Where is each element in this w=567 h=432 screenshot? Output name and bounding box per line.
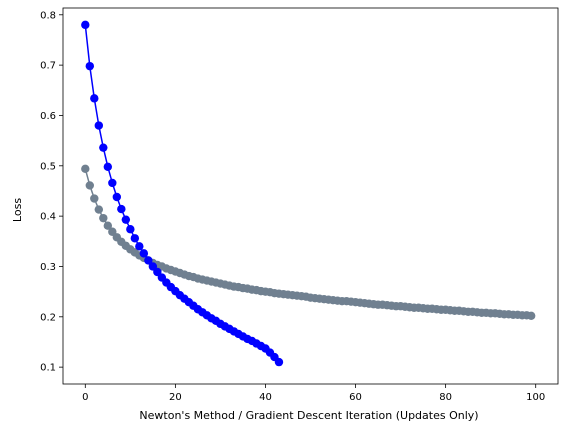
x-axis-label: Newton's Method / Gradient Descent Itera… (139, 409, 478, 422)
y-tick-label: 0.2 (40, 312, 56, 323)
series-1-point (130, 234, 140, 243)
x-tick-label: 100 (526, 392, 545, 403)
axes: 0 20 40 60 80 100 0.1 0.2 0.3 0.4 0.5 0.6 0.7 0.8 (40, 7, 559, 403)
y-tick-label: 0.7 (40, 61, 56, 72)
series-1-line (84, 24, 280, 363)
y-tick-label: 0.3 (40, 262, 56, 273)
series-1-point (90, 94, 99, 103)
series-1-point (112, 192, 122, 202)
series-1-point (274, 357, 284, 367)
series-1-point (135, 242, 144, 251)
series-1-point (94, 121, 104, 130)
series-2-point (90, 194, 99, 203)
x-tick-label: 0 (82, 392, 88, 403)
series-1-point (144, 256, 153, 265)
series-2-point (94, 205, 104, 214)
series-1-point (108, 178, 117, 188)
x-tick-label: 60 (349, 392, 362, 403)
y-axis-label: Loss (11, 198, 24, 222)
y-tick-label: 0.4 (40, 212, 56, 223)
series-1-point (121, 215, 131, 224)
y-tick-label: 0.6 (40, 111, 56, 122)
x-tick-label: 80 (439, 392, 452, 403)
series-1-point (126, 225, 135, 234)
x-tick-label: 40 (259, 392, 272, 403)
series-2-point (99, 213, 108, 223)
plot-area (81, 20, 536, 367)
plot-frame (62, 7, 559, 385)
x-tick-label: 20 (169, 392, 182, 403)
y-tick-label: 0.5 (40, 161, 56, 172)
series-1-point (139, 249, 149, 258)
series-1-point (85, 61, 95, 71)
series-1-point (103, 162, 113, 172)
series-2-point (85, 181, 95, 190)
series-2-point (81, 164, 90, 174)
series-2-point (527, 311, 536, 320)
series-1-point (117, 204, 126, 214)
series-1-point (81, 20, 90, 30)
y-tick-label: 0.8 (40, 10, 56, 21)
series-1-point (99, 143, 108, 152)
y-tick-label: 0.1 (40, 363, 56, 374)
series-2-point (103, 221, 113, 230)
